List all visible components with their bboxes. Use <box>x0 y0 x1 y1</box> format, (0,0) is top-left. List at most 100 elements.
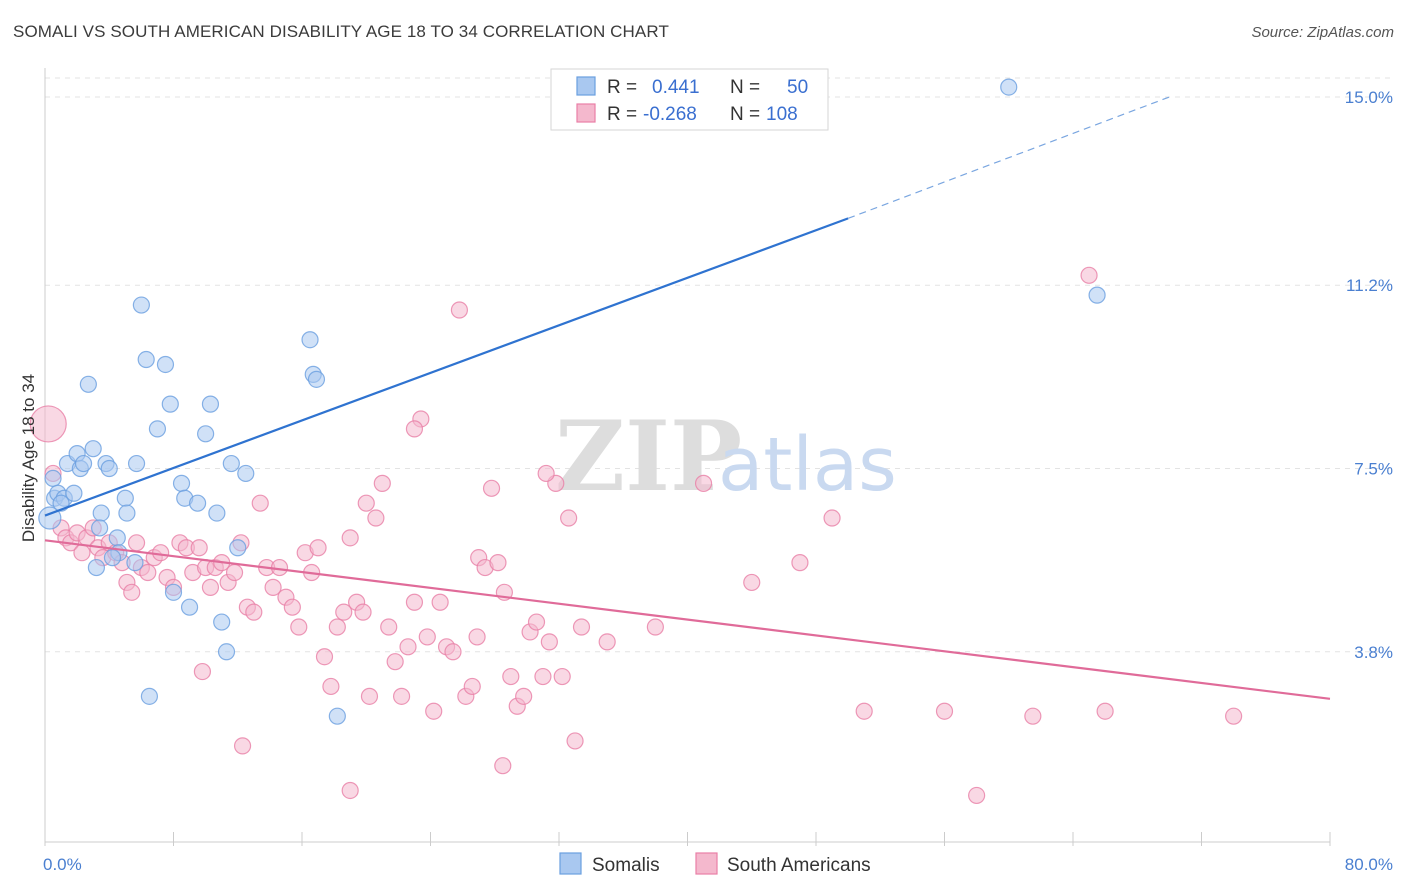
y-tick-label-3: 15.0% <box>1345 88 1393 107</box>
somalis-point-26 <box>164 583 183 601</box>
south-americans-point-81 <box>540 633 558 651</box>
south-americans-point-57 <box>386 653 404 671</box>
south-americans-point-80 <box>534 667 552 686</box>
legend-swatch-somalis <box>559 852 582 875</box>
somalis-point-34 <box>213 613 231 631</box>
south-americans-point-90 <box>743 573 761 592</box>
south-americans-point-54 <box>367 509 385 527</box>
y-tick-label-1: 7.5% <box>1354 460 1393 479</box>
south-americans-point-38 <box>264 578 282 596</box>
y-axis-label: Disability Age 18 to 34 <box>19 374 38 542</box>
y-tick-label-2: 11.2% <box>1346 276 1393 295</box>
somalis-point-30 <box>188 494 207 512</box>
legend-n-label-1: N = <box>730 77 760 98</box>
south-americans-point-62 <box>418 628 436 646</box>
south-americans-point-73 <box>489 554 507 572</box>
somalis-point-21 <box>137 350 155 369</box>
south-americans-point-72 <box>482 479 501 497</box>
south-americans-point-66 <box>444 643 462 661</box>
south-americans-point-36 <box>251 494 269 512</box>
legend-swatch-pink <box>576 103 596 123</box>
south-americans-point-48 <box>328 618 346 636</box>
legend-r-value-2: -0.268 <box>643 104 697 125</box>
south-americans-point-63 <box>425 702 443 720</box>
somalis-point-6 <box>65 484 83 502</box>
somalis-point-27 <box>172 474 191 492</box>
somalis-point-48 <box>79 375 97 393</box>
south-americans-point-97 <box>1024 707 1042 725</box>
south-americans-point-49 <box>335 603 353 621</box>
south-americans-point-16 <box>127 534 146 552</box>
south-americans-point-58 <box>392 687 411 705</box>
south-americans-point-18 <box>139 563 157 582</box>
somalis-point-39 <box>103 549 122 567</box>
somalis-point-37 <box>237 464 255 483</box>
south-americans-point-85 <box>566 732 584 750</box>
somalis-point-47 <box>1088 286 1106 304</box>
somalis-point-36 <box>222 454 240 473</box>
trend-lines <box>44 96 1331 700</box>
somalis-point-22 <box>140 687 159 705</box>
south-americans-point-104 <box>537 464 555 483</box>
south-americans-point-47 <box>322 677 340 696</box>
south-americans-point-15 <box>123 583 141 601</box>
somalis-point-25 <box>161 395 179 413</box>
somalis-point-45 <box>328 707 346 725</box>
somalis-point-38 <box>87 558 106 577</box>
somalis-point-11 <box>92 504 110 522</box>
south-americans-point-93 <box>855 702 873 720</box>
south-americans-point-59 <box>399 638 417 656</box>
y-tick-label-0: 3.8% <box>1354 643 1393 662</box>
somalis-point-33 <box>208 504 226 522</box>
south-americans-point-45 <box>309 539 327 557</box>
south-americans-point-41 <box>283 598 301 616</box>
south-americans-point-101 <box>341 781 359 800</box>
south-americans-point-69 <box>463 677 481 696</box>
somalis-point-32 <box>201 395 220 413</box>
south-americans-point-95 <box>968 786 986 805</box>
south-americans-point-89 <box>694 474 713 492</box>
south-americans-point-107 <box>468 628 486 646</box>
somalis-point-35 <box>217 643 236 661</box>
somalis-point-9 <box>74 454 93 473</box>
south-americans-point-0 <box>29 405 67 443</box>
legend-r-label-2: R = <box>607 104 637 125</box>
somalis-point-1 <box>44 469 62 488</box>
south-americans-point-79 <box>527 613 546 631</box>
south-americans-point-52 <box>354 603 372 621</box>
somalis-trend-extension <box>847 96 1170 219</box>
south-americans-point-60 <box>405 593 424 611</box>
legend-r-label-1: R = <box>607 77 637 98</box>
somalis-point-13 <box>100 459 118 478</box>
watermark-zip: ZIP <box>555 400 742 513</box>
south-americans-point-35 <box>245 603 263 621</box>
somalis-point-44 <box>307 370 326 388</box>
south-americans-point-28 <box>201 578 220 596</box>
south-americans-point-50 <box>341 529 359 547</box>
stats-legend: R = 0.441 N = 50 R = -0.268 N = 108 <box>550 68 829 131</box>
south-americans-point-100 <box>405 420 424 438</box>
south-americans-trend-line <box>44 539 1331 700</box>
somalis-trend-line <box>44 217 849 517</box>
x-tick-label-0: 0.0% <box>43 855 82 874</box>
south-americans-point-56 <box>380 618 398 636</box>
somalis-point-24 <box>156 355 175 374</box>
somalis-point-18 <box>126 554 144 572</box>
south-americans-point-64 <box>431 593 449 611</box>
legend-r-value-1: 0.441 <box>652 77 700 98</box>
south-americans-point-84 <box>560 509 578 527</box>
legend-n-value-1: 50 <box>787 77 808 98</box>
somalis-point-31 <box>197 425 215 443</box>
legend-somalis: Somalis <box>592 855 660 876</box>
somalis-point-19 <box>127 454 146 473</box>
south-americans-point-6 <box>73 544 91 562</box>
south-americans-point-106 <box>233 737 252 755</box>
south-americans-point-55 <box>373 474 391 492</box>
south-americans-point-88 <box>646 618 664 636</box>
south-americans-point-26 <box>190 539 208 557</box>
south-americans-point-83 <box>553 667 571 686</box>
x-tick-labels: 0.0% 80.0% <box>43 855 1393 874</box>
somalis-point-20 <box>132 296 150 314</box>
somalis-point-14 <box>108 529 126 547</box>
